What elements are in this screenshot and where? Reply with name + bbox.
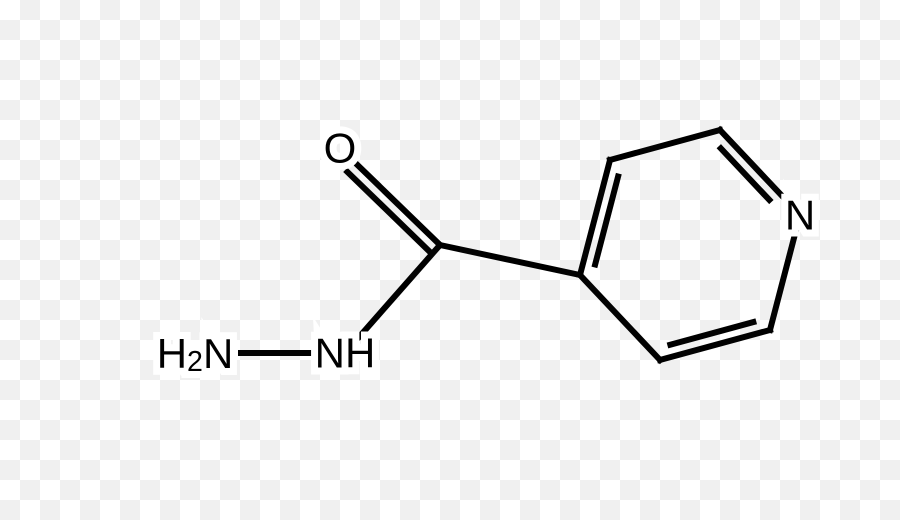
atom-labels-group: H2NH2NNHNHOONN (157, 125, 815, 379)
isoniazid-structure-svg: H2NH2NNHNHOONN (0, 0, 900, 520)
atom-label-o: O (324, 125, 357, 172)
atom-label-nh: NH (315, 330, 376, 377)
atom-label-h2n: H2N (157, 330, 234, 379)
atom-label-nring: N (785, 192, 815, 239)
